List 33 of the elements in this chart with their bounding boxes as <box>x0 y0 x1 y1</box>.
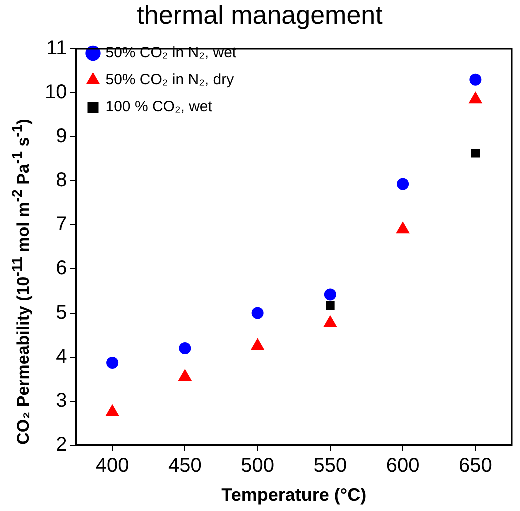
y-tick-label: 3 <box>56 390 68 412</box>
x-tick-label: 450 <box>168 454 202 477</box>
y-tick-label: 8 <box>56 170 68 192</box>
legend-label: 100 % CO₂, wet <box>106 98 214 116</box>
point <box>397 178 410 190</box>
y-tick-label: 7 <box>56 214 68 236</box>
y-tick-label: 5 <box>56 302 68 324</box>
x-tick-label: 550 <box>314 454 348 477</box>
x-tick-label: 400 <box>96 454 130 477</box>
x-tick-label: 650 <box>459 454 492 477</box>
point <box>324 288 336 301</box>
y-tick-label: 9 <box>56 126 68 148</box>
point <box>178 370 192 382</box>
point <box>470 74 482 86</box>
x-tick-label: 500 <box>241 454 274 477</box>
y-tick-label: 6 <box>56 258 68 280</box>
point <box>471 148 480 158</box>
point <box>324 316 337 328</box>
point <box>326 301 335 310</box>
y-tick-label: 4 <box>56 346 68 368</box>
point <box>396 222 410 234</box>
point <box>179 342 192 354</box>
point <box>252 307 264 320</box>
y-tick-label: 10 <box>44 82 68 104</box>
chart-title: thermal management <box>136 0 384 30</box>
x-axis-title: Temperature (°C) <box>222 485 367 506</box>
x-tick-label: 600 <box>386 454 420 477</box>
y-tick-label: 2 <box>56 434 68 456</box>
legend-label: 50% CO₂ in N₂, dry <box>106 72 235 89</box>
y-tick-label: 11 <box>46 38 68 60</box>
point <box>106 357 119 370</box>
point <box>106 404 120 416</box>
point <box>251 338 264 350</box>
